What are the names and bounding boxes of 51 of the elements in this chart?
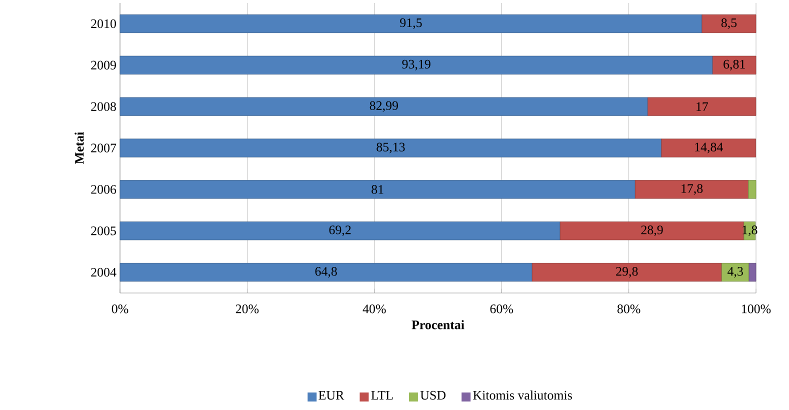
data-label: 6,81 [724,60,745,70]
data-label: 28,9 [641,226,663,236]
bar [120,180,636,199]
data-label: 81 [372,185,384,194]
x-tick-label: 100% [742,304,771,314]
y-tick-label: 2010 [91,19,116,28]
x-axis-title: Procentai [412,320,464,330]
x-tick-label: 0% [112,304,128,314]
data-label: 85,13 [376,142,405,154]
bar [120,262,532,282]
y-tick-label: 2007 [91,144,116,152]
data-label: 69,2 [329,226,351,236]
data-label: 29,8 [616,266,638,278]
bar [120,97,648,116]
bar [748,180,756,199]
bar [702,14,756,34]
y-tick-label: 2008 [91,102,116,111]
bar [560,222,744,240]
data-label: 4,3 [728,267,743,278]
y-tick-label: 2005 [91,226,116,236]
data-label: 17 [696,102,708,111]
legend-label: LTL [371,391,393,400]
bar [120,14,702,34]
legend-label: EUR [318,391,344,400]
bar [748,262,756,282]
legend-label: USD [420,390,446,400]
bar [120,138,662,158]
bar [634,180,749,199]
bar [648,97,756,116]
data-label: 14,84 [695,142,724,154]
data-label: 93,19 [402,60,430,70]
data-label: 91,5 [400,18,422,30]
y-tick-label: 2009 [91,60,116,70]
bar [661,138,756,158]
bar [532,262,722,282]
bar [120,222,560,240]
data-label: 8,5 [721,18,737,30]
bar [120,56,713,74]
data-label: 64,8 [315,266,337,278]
y-tick-label: 2006 [91,185,116,194]
x-tick-label: 80% [617,304,640,314]
bar [712,56,756,74]
y-tick-label: 2004 [91,268,116,277]
y-axis-title: Metai [74,132,84,164]
data-label: 17,8 [682,184,703,195]
bar [721,262,750,282]
x-tick-label: 20% [236,304,259,314]
legend-label: Kitomis valiutomis [473,390,572,400]
data-label: 82,99 [370,101,398,112]
x-tick-label: 60% [490,304,514,314]
x-tick-label: 40% [362,304,386,314]
